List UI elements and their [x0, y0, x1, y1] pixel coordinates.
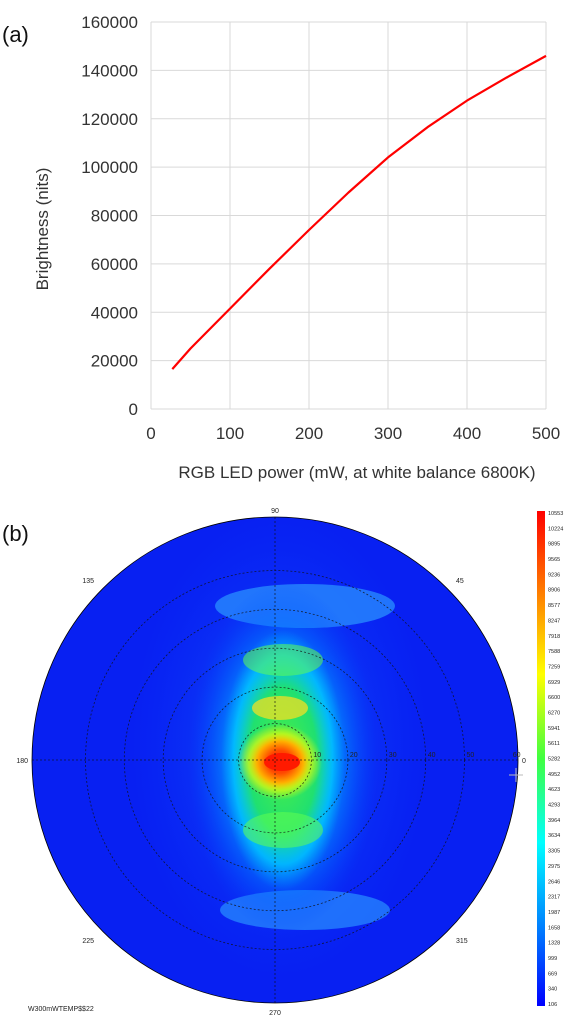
- x-tick-labels: 0 100 200 300 400 500: [146, 424, 560, 443]
- intensity-field: [130, 517, 430, 980]
- y-tick-label: 60000: [91, 255, 138, 274]
- colorbar-label: 3305: [548, 849, 560, 855]
- green-upper: [243, 644, 323, 676]
- angle-label: 315: [456, 938, 468, 945]
- colorbar-label: 2646: [548, 879, 560, 885]
- colorbar-label: 8906: [548, 588, 560, 594]
- panel-a-label: (a): [2, 22, 29, 47]
- colorbar-label: 2975: [548, 864, 560, 870]
- colorbar-label: 1987: [548, 910, 560, 916]
- colorbar-label: 6929: [548, 680, 560, 686]
- x-tick-label: 100: [216, 424, 244, 443]
- angle-label: 45: [456, 578, 464, 585]
- colorbar-label: 10553: [548, 511, 563, 517]
- x-tick-label: 500: [532, 424, 560, 443]
- colorbar-label: 6600: [548, 695, 560, 701]
- colorbar-label: 5282: [548, 757, 560, 763]
- angle-labels: 90 45 135 180 0 225 315 270: [16, 508, 526, 1015]
- polar-grid-spokes: [32, 517, 518, 1003]
- colorbar-label: 999: [548, 956, 557, 962]
- colorbar-label: 3634: [548, 833, 560, 839]
- colorbar-label: 5941: [548, 726, 560, 732]
- colorbar-gradient: [537, 511, 545, 1006]
- angle-label: 90: [271, 508, 279, 515]
- colorbar-label: 10224: [548, 526, 563, 532]
- radial-label: 10: [313, 752, 321, 759]
- radial-label: 60: [513, 752, 521, 759]
- polar-ring: [201, 686, 349, 834]
- angle-label: 180: [16, 758, 28, 765]
- colorbar-label: 8577: [548, 603, 560, 609]
- colorbar-label: 1658: [548, 925, 560, 931]
- yellow-ring: [252, 696, 308, 720]
- colorbar-label: 7918: [548, 634, 560, 640]
- radial-label: 20: [350, 752, 358, 759]
- colorbar-label: 2317: [548, 895, 560, 901]
- colorbar-label: 5611: [548, 741, 560, 747]
- colorbar-label: 4952: [548, 772, 560, 778]
- y-tick-label: 20000: [91, 352, 138, 371]
- colorbar-label: 9565: [548, 557, 560, 563]
- x-tick-label: 200: [295, 424, 323, 443]
- colorbar-label: 669: [548, 971, 557, 977]
- caption-text: W300mWTEMP$$22: [28, 1006, 94, 1013]
- colorbar-label: 7259: [548, 664, 560, 670]
- y-tick-label: 160000: [81, 13, 138, 32]
- y-tick-label: 40000: [91, 303, 138, 322]
- colorbar-label: 6270: [548, 711, 560, 717]
- colorbar-label: 7588: [548, 649, 560, 655]
- angle-label: 135: [82, 578, 94, 585]
- polar-heatmap: 90 45 135 180 0 225 315 270 10 20 30 40 50 60 W300mW…: [16, 508, 526, 1015]
- colorbar-label: 3964: [548, 818, 560, 824]
- angle-label: 225: [82, 938, 94, 945]
- line-chart-a: 0 100 200 300 400 500 0 20000 40000 60000 80000 10…: [33, 13, 560, 482]
- colorbar: 10553 10224 9895 9565 9236 8906 8577 8247 7918 75…: [537, 511, 563, 1008]
- angle-label: 270: [269, 1010, 281, 1015]
- colorbar-labels: 10553 10224 9895 9565 9236 8906 8577 8247 7918 75…: [548, 511, 563, 1008]
- colorbar-label: 1328: [548, 941, 560, 947]
- y-axis-label: Brightness (nits): [33, 168, 52, 291]
- radial-label: 40: [428, 752, 436, 759]
- colorbar-label: 4623: [548, 787, 560, 793]
- peak-spot: [264, 753, 300, 771]
- colorbar-label: 340: [548, 987, 557, 993]
- radial-label: 50: [467, 752, 475, 759]
- x-tick-label: 0: [146, 424, 155, 443]
- radial-labels: 10 20 30 40 50 60: [313, 752, 520, 759]
- y-tick-label: 80000: [91, 207, 138, 226]
- colorbar-label: 9895: [548, 542, 560, 548]
- series-layer: [171, 54, 547, 370]
- crosshair-marker: [509, 768, 523, 782]
- y-tick-label: 100000: [81, 158, 138, 177]
- colorbar-label: 106: [548, 1002, 557, 1008]
- series-line: [171, 54, 547, 370]
- green-lower: [243, 812, 323, 848]
- y-tick-labels: 0 20000 40000 60000 80000 100000 120000 140000 1…: [81, 13, 138, 419]
- x-tick-label: 300: [374, 424, 402, 443]
- x-axis-label: RGB LED power (mW, at white balance 6800…: [178, 463, 535, 482]
- y-tick-label: 120000: [81, 110, 138, 129]
- panel-b-label: (b): [2, 521, 29, 546]
- polar-ring: [238, 723, 312, 797]
- colorbar-label: 4293: [548, 803, 560, 809]
- grid-lines: [150, 21, 547, 410]
- y-tick-label: 0: [129, 400, 138, 419]
- colorbar-label: 8247: [548, 618, 560, 624]
- angle-label: 0: [522, 758, 526, 765]
- y-tick-label: 140000: [81, 61, 138, 80]
- radial-label: 30: [389, 752, 397, 759]
- x-tick-label: 400: [453, 424, 481, 443]
- polar-ring: [162, 647, 388, 873]
- colorbar-label: 9236: [548, 572, 560, 578]
